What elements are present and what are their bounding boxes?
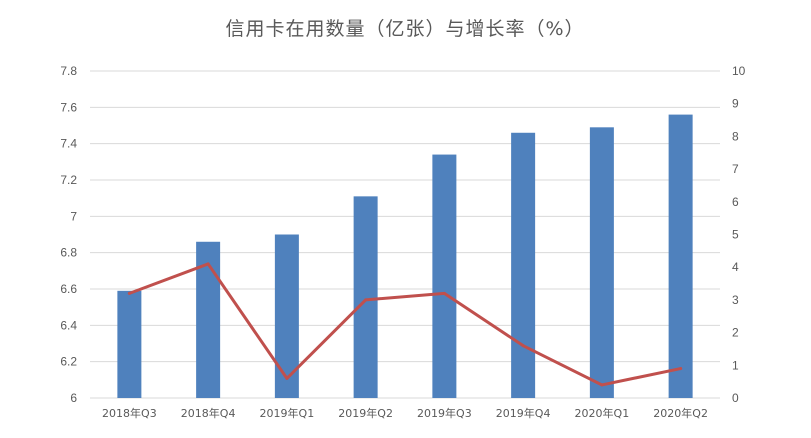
bar [432, 154, 457, 398]
bar [353, 196, 378, 398]
growth-line [127, 262, 683, 387]
category-label: 2019年Q3 [417, 406, 472, 420]
left-tick-label: 7.4 [60, 137, 77, 151]
left-tick-label: 7.6 [60, 100, 77, 114]
category-label: 2018年Q3 [102, 406, 157, 420]
bar [668, 114, 693, 398]
right-tick-label: 0 [732, 391, 739, 405]
line-point [206, 262, 210, 266]
left-tick-label: 7.2 [60, 173, 77, 187]
gridlines [90, 70, 720, 399]
line-point [285, 376, 289, 380]
left-tick-label: 7 [70, 209, 77, 223]
line-point [127, 291, 131, 295]
bar-series [117, 114, 693, 399]
right-tick-label: 4 [732, 260, 739, 274]
right-tick-label: 9 [732, 97, 739, 111]
right-tick-label: 10 [732, 64, 746, 78]
right-tick-label: 7 [732, 162, 739, 176]
category-label: 2020年Q1 [575, 406, 630, 420]
bar [511, 132, 536, 398]
bar [589, 127, 614, 399]
category-label: 2019年Q1 [260, 406, 315, 420]
left-tick-label: 6.2 [60, 355, 77, 369]
left-tick-label: 6.4 [60, 318, 77, 332]
right-tick-label: 2 [732, 326, 739, 340]
line-point [679, 367, 683, 371]
line-series [127, 262, 683, 387]
line-point [521, 344, 525, 348]
right-tick-label: 1 [732, 358, 739, 372]
category-label: 2019年Q4 [496, 406, 551, 420]
category-label: 2019年Q2 [338, 406, 393, 420]
right-tick-label: 5 [732, 228, 739, 242]
left-tick-label: 7.8 [60, 64, 77, 78]
category-label: 2020年Q2 [653, 406, 708, 420]
left-tick-label: 6 [70, 391, 77, 405]
left-tick-label: 6.8 [60, 246, 77, 260]
right-tick-label: 3 [732, 293, 739, 307]
line-point [364, 298, 368, 302]
right-axis-ticks: 0 1 2 3 4 5 6 7 8 9 10 [732, 64, 746, 405]
line-point [442, 291, 446, 295]
left-tick-label: 6.6 [60, 282, 77, 296]
category-axis: 2018年Q3 2018年Q4 2019年Q1 2019年Q2 2019年Q3 2019年… [102, 406, 708, 420]
left-axis-ticks: 6 6.2 6.4 6.6 6.8 7 7.2 7.4 7.6 7.8 [60, 64, 77, 405]
line-point [600, 383, 604, 387]
bar [274, 234, 299, 398]
bar [117, 290, 142, 398]
category-label: 2018年Q4 [181, 406, 236, 420]
right-tick-label: 6 [732, 195, 739, 209]
right-tick-label: 8 [732, 129, 739, 143]
chart-title: 信用卡在用数量（亿张）与增长率（%） [225, 18, 584, 40]
